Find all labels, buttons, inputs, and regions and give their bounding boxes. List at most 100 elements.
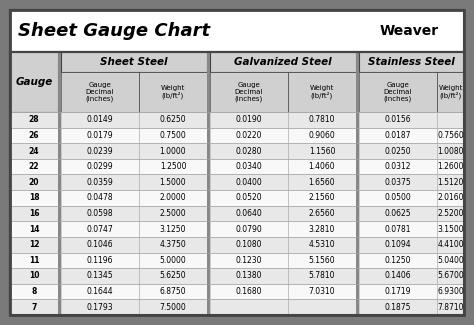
Bar (288, 112, 356, 128)
Text: 3.1500: 3.1500 (437, 225, 464, 234)
Bar (10, 128, 58, 143)
Bar (210, 112, 288, 128)
Bar (61, 190, 139, 206)
Bar (288, 143, 356, 159)
Text: Weight
(lb/ft²): Weight (lb/ft²) (161, 84, 185, 99)
Bar (139, 299, 207, 315)
Text: 0.0500: 0.0500 (384, 193, 411, 202)
Text: 18: 18 (29, 193, 39, 202)
Text: 0.1250: 0.1250 (385, 256, 411, 265)
Text: 0.1046: 0.1046 (87, 240, 113, 249)
Bar (210, 221, 288, 237)
Text: 0.0220: 0.0220 (236, 131, 262, 140)
Text: 2.5200: 2.5200 (437, 209, 464, 218)
Bar (437, 299, 464, 315)
Text: 24: 24 (29, 147, 39, 156)
Text: 2.6560: 2.6560 (309, 209, 335, 218)
Text: 0.1380: 0.1380 (236, 271, 262, 280)
Bar (288, 268, 356, 284)
Text: 10: 10 (29, 271, 39, 280)
Text: 0.0190: 0.0190 (236, 115, 262, 124)
Text: 0.0781: 0.0781 (385, 225, 411, 234)
Text: 5.0400: 5.0400 (437, 256, 464, 265)
Text: 1.5120: 1.5120 (438, 178, 464, 187)
Text: 0.0149: 0.0149 (87, 115, 113, 124)
Bar (61, 206, 139, 221)
Text: 5.6250: 5.6250 (160, 271, 186, 280)
Bar (10, 190, 58, 206)
Bar (359, 190, 437, 206)
Text: 3.1250: 3.1250 (160, 225, 186, 234)
Bar (139, 128, 207, 143)
Bar (288, 253, 356, 268)
Bar (359, 52, 464, 72)
Text: 16: 16 (29, 209, 39, 218)
Text: 7.5000: 7.5000 (160, 303, 186, 312)
Text: 4.5310: 4.5310 (309, 240, 335, 249)
Bar (61, 284, 139, 299)
Text: 1.5000: 1.5000 (160, 178, 186, 187)
Bar (288, 159, 356, 175)
Bar (58, 52, 61, 315)
Text: 0.0359: 0.0359 (87, 178, 113, 187)
Bar (359, 253, 437, 268)
Text: 0.1080: 0.1080 (236, 240, 262, 249)
Bar (437, 206, 464, 221)
Text: 1.0000: 1.0000 (160, 147, 186, 156)
Bar (288, 299, 356, 315)
Text: 0.1406: 0.1406 (385, 271, 411, 280)
Bar (210, 268, 288, 284)
Bar (139, 175, 207, 190)
Bar (139, 206, 207, 221)
Text: 0.0280: 0.0280 (236, 147, 262, 156)
Bar (210, 143, 288, 159)
Text: 0.6250: 0.6250 (160, 115, 186, 124)
Bar (437, 268, 464, 284)
Text: 1.2500: 1.2500 (160, 162, 186, 171)
Bar (210, 175, 288, 190)
Bar (288, 206, 356, 221)
Text: 2.1560: 2.1560 (309, 193, 335, 202)
Bar (10, 299, 58, 315)
Text: 0.1094: 0.1094 (385, 240, 411, 249)
Text: 0.0640: 0.0640 (236, 209, 263, 218)
Bar (288, 190, 356, 206)
Bar (288, 284, 356, 299)
Bar (61, 128, 139, 143)
Bar (210, 299, 288, 315)
Bar (139, 159, 207, 175)
Bar (210, 237, 288, 253)
Text: 2.5000: 2.5000 (160, 209, 186, 218)
Bar (61, 237, 139, 253)
Bar (437, 253, 464, 268)
Text: 11: 11 (29, 256, 39, 265)
Bar (61, 52, 207, 72)
Text: 0.0625: 0.0625 (385, 209, 411, 218)
Text: 0.1719: 0.1719 (385, 287, 411, 296)
Bar (10, 52, 58, 112)
Text: 7.0310: 7.0310 (309, 287, 335, 296)
Bar (437, 237, 464, 253)
Bar (437, 112, 464, 128)
Text: 22: 22 (29, 162, 39, 171)
Bar (139, 190, 207, 206)
Text: Galvanized Steel: Galvanized Steel (234, 57, 332, 67)
Bar (61, 112, 139, 128)
Text: 0.0299: 0.0299 (87, 162, 113, 171)
Text: 0.1345: 0.1345 (87, 271, 113, 280)
Text: 6.9300: 6.9300 (437, 287, 464, 296)
Text: 1.6560: 1.6560 (309, 178, 335, 187)
Text: 0.1644: 0.1644 (87, 287, 113, 296)
Bar (61, 268, 139, 284)
Text: 0.0239: 0.0239 (87, 147, 113, 156)
Bar (10, 112, 58, 128)
Bar (437, 221, 464, 237)
Bar (139, 112, 207, 128)
Bar (10, 159, 58, 175)
Bar (288, 237, 356, 253)
Bar (210, 253, 288, 268)
Text: 1.4060: 1.4060 (309, 162, 335, 171)
Text: 5.7810: 5.7810 (309, 271, 335, 280)
Bar (437, 175, 464, 190)
Text: 0.0520: 0.0520 (236, 193, 262, 202)
